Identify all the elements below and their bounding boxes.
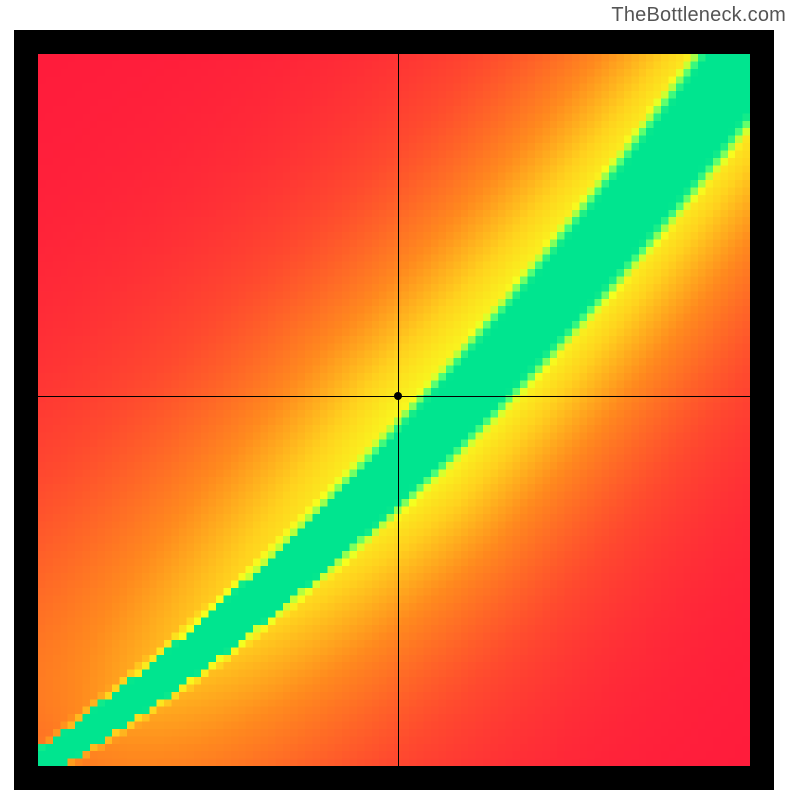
plot-border-bottom <box>14 766 774 790</box>
plot-border-right <box>750 30 774 790</box>
crosshair-vertical <box>398 54 399 766</box>
heatmap-canvas <box>38 54 750 766</box>
plot-border-left <box>14 30 38 790</box>
watermark-text: TheBottleneck.com <box>611 4 786 27</box>
heatmap-area <box>38 54 750 766</box>
crosshair-marker-dot <box>394 392 402 400</box>
chart-container: TheBottleneck.com <box>0 0 800 800</box>
plot-border-top <box>14 30 774 54</box>
